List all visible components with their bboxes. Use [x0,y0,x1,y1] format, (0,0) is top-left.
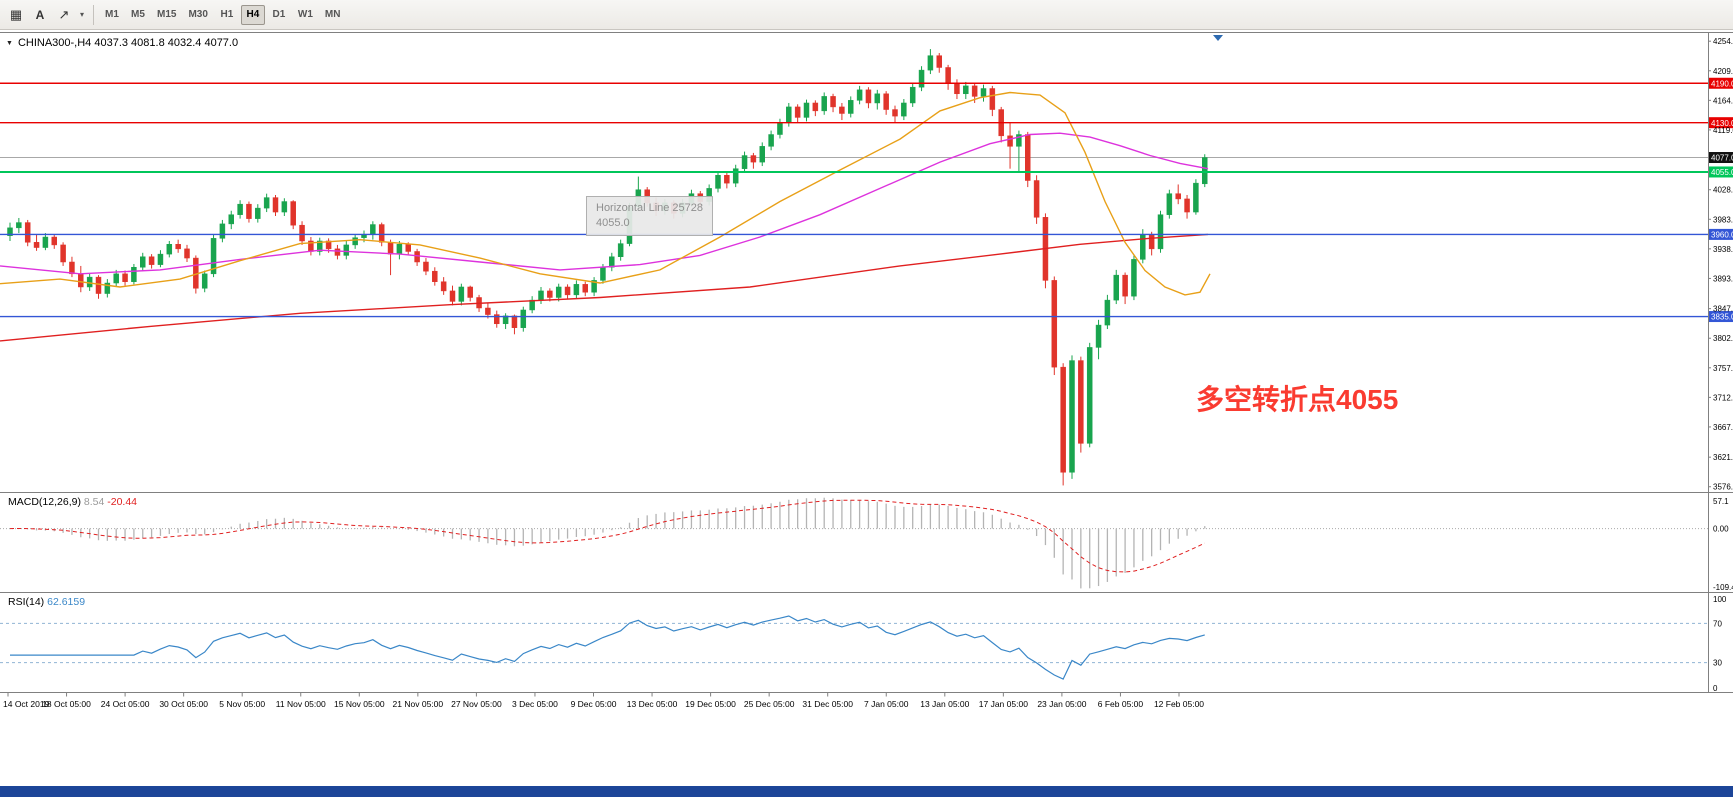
time-tick: 19 Dec 05:00 [685,699,736,709]
time-tick: 24 Oct 05:00 [101,699,150,709]
text-a-icon: A [35,7,45,22]
toolbar-separator [93,4,94,25]
rsi-title: RSI(14) [8,596,45,608]
macd-signal-value: -20.44 [107,496,138,508]
hline-4055-label [1709,166,1733,178]
rsi-indicator-label: RSI(14) 62.6159 [8,596,85,608]
time-tick: 27 Nov 05:00 [451,699,502,709]
grid-icon: ▦ [9,6,23,22]
svg-text:4055.0: 4055.0 [1711,168,1733,177]
macd-signal-line [9,499,1205,573]
macd-main-value: 8.54 [83,496,105,508]
price-tick: 3938.0 [1713,245,1733,254]
svg-text:3960.0: 3960.0 [1711,231,1733,240]
tooltip-object-price: 4055.0 [596,216,630,229]
rsi-axis-tick: 30 [1713,659,1722,668]
time-tick: 25 Dec 05:00 [744,699,795,709]
symbol-dropdown-icon[interactable]: ▼ [6,39,13,47]
ma-fast-orange [0,91,1211,296]
time-tick: 11 Nov 05:00 [276,699,326,709]
chart-symbol-header: ▼ CHINA300-,H4 4037.3 4081.8 4032.4 4077… [6,37,238,49]
price-tick: 4028.0 [1713,186,1733,195]
price-tick: 3576.0 [1713,483,1733,492]
draw-tools-caret[interactable]: ▾ [76,4,88,26]
macd-indicator-label: MACD(12,26,9) 8.54 -20.44 [8,496,137,508]
top-toolbar: ▦ A ↗ ▾ M1 M5 M15 M30 H1 H4 D1 W1 MN [0,0,1733,30]
time-tick: 13 Dec 05:00 [627,699,678,709]
price-tick: 3757.0 [1713,364,1733,373]
object-tooltip: Horizontal Line 25728 4055.0 [586,196,714,236]
current-price-label [1709,152,1733,164]
price-tick: 4119.0 [1713,126,1733,135]
timeframe-d1[interactable]: D1 [267,5,291,25]
windows-grid-button[interactable]: ▦ [4,4,28,26]
hline-4190-label [1709,77,1733,89]
time-tick: 21 Nov 05:00 [393,699,444,709]
price-tick: 4209.0 [1713,67,1733,76]
price-tick: 3847.0 [1713,305,1733,314]
macd-axis-bottom: -109.43 [1713,583,1733,592]
timeframe-m1[interactable]: M1 [100,5,124,25]
scroll-end-marker[interactable] [1213,35,1223,41]
time-tick: 23 Jan 05:00 [1037,699,1086,709]
ma-slow-red [0,233,1209,342]
text-annotation-button[interactable]: A [28,4,52,26]
tooltip-object-name: Horizontal Line 25728 [596,202,704,214]
time-tick: 31 Dec 05:00 [802,699,853,709]
price-tick: 3621.0 [1713,453,1733,462]
timeframe-h1[interactable]: H1 [215,5,239,25]
symbol-ohlc-text: CHINA300-,H4 4037.3 4081.8 4032.4 4077.0 [17,37,239,49]
hline-3835-label [1709,311,1733,323]
hline-4130-label [1709,117,1733,129]
macd-title: MACD(12,26,9) [8,496,81,508]
bottom-bar [0,786,1733,797]
rsi-line [10,615,1205,680]
timeframe-m30[interactable]: M30 [183,5,212,25]
draw-arrow-button[interactable]: ↗ [52,4,76,26]
time-tick: 18 Oct 05:00 [42,699,91,709]
price-tick: 3893.0 [1713,274,1733,283]
macd-axis-zero: 0.00 [1713,525,1729,534]
timeframe-m5[interactable]: M5 [126,5,150,25]
timeframe-w1[interactable]: W1 [293,5,318,25]
price-tick: 4164.0 [1713,96,1733,105]
time-tick: 13 Jan 05:00 [920,699,969,709]
timeframe-m15[interactable]: M15 [152,5,181,25]
svg-text:3835.0: 3835.0 [1711,313,1733,322]
price-tick: 3667.0 [1713,423,1733,432]
time-tick: 14 Oct 2019 [3,699,50,709]
svg-text:4190.0: 4190.0 [1711,79,1733,88]
hline-3960-label [1709,228,1733,240]
svg-text:4130.0: 4130.0 [1711,119,1733,128]
rsi-axis-tick: 70 [1713,619,1722,628]
price-tick: 4254.0 [1713,37,1733,46]
timeframe-h4[interactable]: H4 [240,4,265,25]
rsi-value: 62.6159 [47,596,86,608]
macd-histogram [18,497,1206,589]
rsi-axis-tick: 0 [1713,684,1718,693]
svg-text:4077.0: 4077.0 [1711,154,1733,163]
price-tick: 3983.0 [1713,215,1733,224]
ma-mid-magenta [0,132,1209,275]
time-tick: 5 Nov 05:00 [219,699,265,709]
time-tick: 30 Oct 05:00 [159,699,208,709]
macd-axis-top: 57.1 [1713,497,1729,506]
time-tick: 6 Feb 05:00 [1098,699,1144,709]
rsi-axis-tick: 100 [1713,595,1727,604]
price-tick: 3802.0 [1713,334,1733,343]
time-tick: 9 Dec 05:00 [571,699,617,709]
time-tick: 15 Nov 05:00 [334,699,385,709]
arrow-icon: ↗ [58,6,70,22]
time-tick: 7 Jan 05:00 [864,699,909,709]
time-tick: 12 Feb 05:00 [1154,699,1204,709]
timeframe-mn[interactable]: MN [320,5,346,25]
chevron-down-icon: ▾ [79,10,84,19]
time-tick: 3 Dec 05:00 [512,699,558,709]
time-tick: 17 Jan 05:00 [979,699,1028,709]
price-tick: 3712.0 [1713,393,1733,402]
annotation-text[interactable]: 多空转折点4055 [1196,384,1399,415]
